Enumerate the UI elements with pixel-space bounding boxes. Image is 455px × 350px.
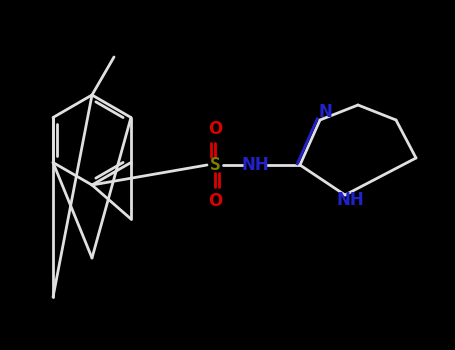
Text: N: N	[318, 103, 332, 121]
Text: S: S	[210, 156, 220, 174]
Text: NH: NH	[241, 156, 269, 174]
Text: O: O	[208, 192, 222, 210]
Text: O: O	[208, 120, 222, 138]
Text: NH: NH	[336, 191, 364, 209]
